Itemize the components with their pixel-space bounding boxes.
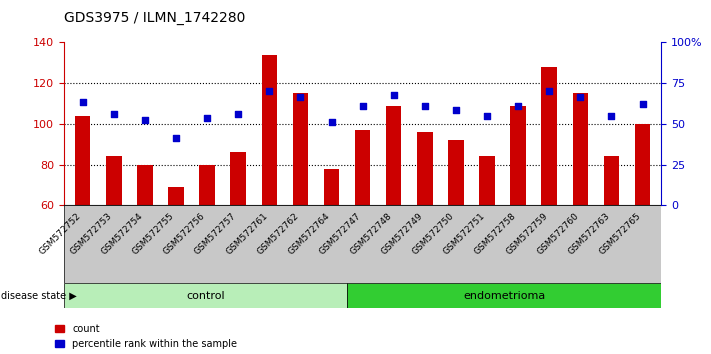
Text: GSM572765: GSM572765	[597, 212, 643, 257]
Text: GSM572761: GSM572761	[224, 212, 269, 257]
Text: GSM572759: GSM572759	[504, 212, 549, 257]
Bar	[479, 156, 495, 327]
FancyBboxPatch shape	[347, 283, 661, 308]
Point	[543, 88, 555, 94]
Text: GSM572764: GSM572764	[287, 212, 331, 257]
Bar	[572, 93, 588, 327]
Legend: count, percentile rank within the sample: count, percentile rank within the sample	[55, 324, 237, 349]
Bar	[199, 165, 215, 327]
Text: GSM572752: GSM572752	[38, 212, 82, 257]
Text: control: control	[186, 291, 225, 301]
Bar	[635, 124, 651, 327]
Bar	[324, 169, 339, 327]
Bar	[448, 140, 464, 327]
Point	[170, 135, 181, 141]
Text: GSM572754: GSM572754	[100, 212, 145, 257]
Text: GSM572750: GSM572750	[411, 212, 456, 257]
Bar	[230, 152, 246, 327]
Bar	[169, 187, 183, 327]
Point	[419, 103, 431, 108]
Bar	[355, 130, 370, 327]
Text: GSM572749: GSM572749	[380, 212, 425, 257]
Point	[108, 111, 119, 116]
Bar	[137, 165, 153, 327]
Point	[357, 103, 368, 108]
Bar	[386, 105, 402, 327]
Point	[201, 115, 213, 121]
Text: GDS3975 / ILMN_1742280: GDS3975 / ILMN_1742280	[64, 11, 245, 25]
Point	[450, 107, 461, 113]
Text: GSM572758: GSM572758	[473, 212, 518, 257]
Point	[637, 101, 648, 107]
Bar	[293, 93, 308, 327]
Point	[388, 93, 400, 98]
Bar	[510, 105, 526, 327]
Bar	[542, 67, 557, 327]
FancyBboxPatch shape	[64, 283, 347, 308]
Bar	[75, 116, 90, 327]
Point	[139, 117, 151, 123]
Point	[264, 88, 275, 94]
Text: GSM572755: GSM572755	[131, 212, 176, 257]
Text: GSM572763: GSM572763	[566, 212, 611, 257]
Bar	[262, 55, 277, 327]
Point	[326, 119, 337, 125]
Point	[294, 95, 306, 100]
Bar	[604, 156, 619, 327]
Text: GSM572751: GSM572751	[442, 212, 487, 257]
Point	[574, 95, 586, 100]
Text: disease state ▶: disease state ▶	[1, 291, 77, 301]
Point	[77, 99, 88, 104]
Point	[513, 103, 524, 108]
Text: GSM572757: GSM572757	[193, 212, 238, 257]
Point	[232, 111, 244, 116]
Bar	[106, 156, 122, 327]
Text: GSM572762: GSM572762	[255, 212, 300, 257]
Point	[606, 113, 617, 119]
Text: GSM572747: GSM572747	[318, 212, 363, 257]
FancyBboxPatch shape	[64, 205, 661, 283]
Text: GSM572753: GSM572753	[68, 212, 114, 257]
Bar	[417, 132, 432, 327]
Text: endometrioma: endometrioma	[463, 291, 545, 301]
Point	[481, 113, 493, 119]
Text: GSM572756: GSM572756	[162, 212, 207, 257]
Text: GSM572760: GSM572760	[535, 212, 580, 257]
Text: GSM572748: GSM572748	[348, 212, 394, 257]
